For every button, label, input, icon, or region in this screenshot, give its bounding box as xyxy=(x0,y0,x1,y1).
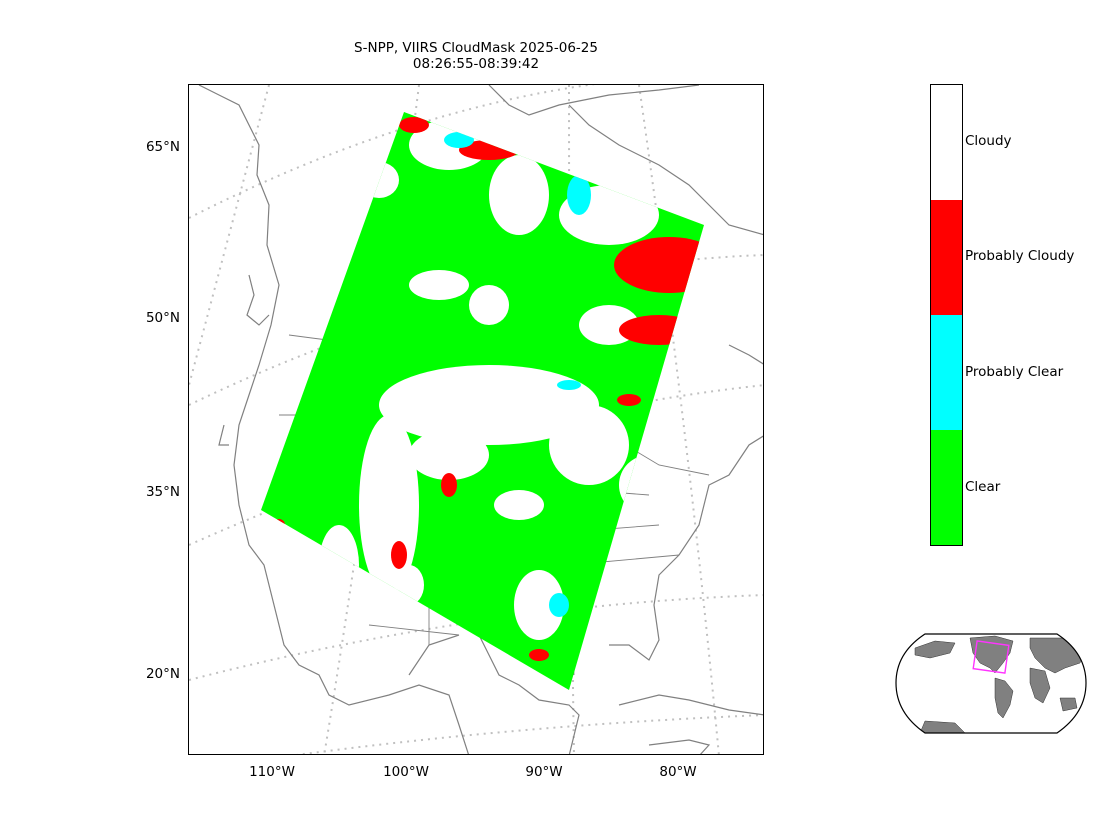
colorbar-cloudy xyxy=(931,85,962,200)
title-line-1: S-NPP, VIIRS CloudMask 2025-06-25 xyxy=(354,40,598,56)
inset-globe-border xyxy=(895,633,1087,734)
title-line-2: 08:26:55-08:39:42 xyxy=(412,56,540,72)
colorbar xyxy=(930,84,963,546)
main-map xyxy=(188,84,764,755)
legend-label-probably-cloudy: Probably Cloudy xyxy=(965,248,1075,264)
legend-label-probably-clear: Probably Clear xyxy=(965,364,1064,380)
lat-tick-35n: 35°N xyxy=(145,484,180,500)
probably-clear-areas xyxy=(281,132,591,636)
lat-tick-65n: 65°N xyxy=(145,139,180,155)
lon-tick-100w: 100°W xyxy=(383,764,429,780)
lat-tick-50n: 50°N xyxy=(145,310,180,326)
legend-label-clear: Clear xyxy=(965,479,1001,495)
lon-tick-110w: 110°W xyxy=(249,764,295,780)
lon-tick-90w: 90°W xyxy=(525,764,563,780)
colorbar-probably-cloudy xyxy=(931,200,962,315)
lon-tick-80w: 80°W xyxy=(659,764,697,780)
lat-tick-20n: 20°N xyxy=(145,666,180,682)
inset-swath-outline xyxy=(972,640,1010,674)
legend-label-cloudy: Cloudy xyxy=(965,133,1012,149)
map-canvas xyxy=(189,85,763,754)
inset-world-map xyxy=(895,633,1087,734)
map-title: S-NPP, VIIRS CloudMask 2025-06-25 08:26:… xyxy=(300,40,652,72)
inset-land xyxy=(914,635,1086,733)
colorbar-clear xyxy=(931,430,962,545)
colorbar-probably-clear xyxy=(931,315,962,430)
cloudmask-swath xyxy=(261,112,704,690)
